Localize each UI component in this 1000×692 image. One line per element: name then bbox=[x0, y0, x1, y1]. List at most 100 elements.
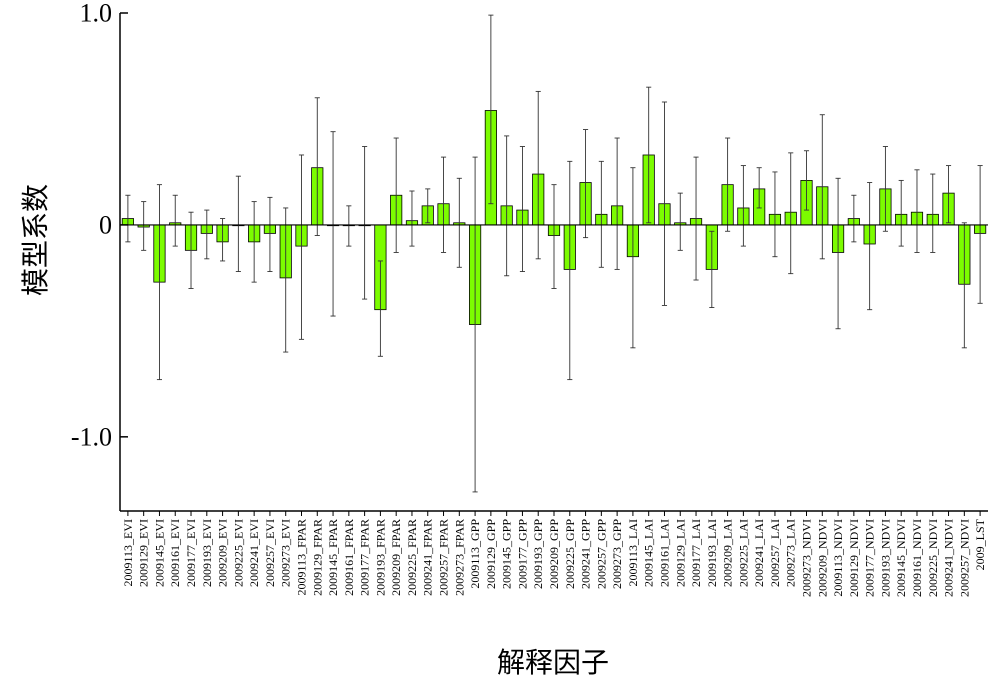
x-tick-label: 2009113_EVI bbox=[121, 519, 135, 587]
error-bar-2009225-fpar bbox=[409, 190, 415, 247]
x-axis-title: 解释因子 bbox=[497, 646, 609, 679]
x-tick-label: 2009161_EVI bbox=[168, 519, 182, 587]
x-tick-label: 2009257_GPP bbox=[594, 519, 608, 589]
error-bar-2009225-gpp bbox=[567, 160, 573, 381]
y-ticks-layer: 1.0 0 -1.0 bbox=[71, 0, 128, 451]
error-bar-2009145-evi bbox=[156, 184, 163, 381]
error-bar-2009193-ndvi bbox=[882, 146, 888, 232]
x-tick-label: 2009241_GPP bbox=[579, 519, 593, 589]
x-tick-label: 2009129_EVI bbox=[137, 519, 151, 587]
x-tick-label: 2009209_EVI bbox=[216, 519, 230, 587]
x-tick-label: 2009241_LAI bbox=[752, 519, 766, 587]
x-tick-label: 2009177_EVI bbox=[184, 519, 198, 587]
x-tick-label: 2009225_FPAR bbox=[405, 519, 419, 596]
x-tick-label: 2009113_NDVI bbox=[831, 519, 845, 597]
x-tick-label: 2009145_EVI bbox=[152, 519, 166, 587]
x-tick-label: 2009113_FPAR bbox=[294, 519, 308, 595]
x-tick-label: 2009129_NDVI bbox=[847, 519, 861, 597]
x-tick-label: 2009273_EVI bbox=[279, 519, 293, 587]
x-tick-label: 2009209_NDVI bbox=[815, 519, 829, 597]
error-bar-2009177-ndvi bbox=[867, 182, 873, 311]
error-bar-2009273-ndvi bbox=[803, 150, 810, 211]
x-tick-label: 2009257_LAI bbox=[768, 519, 782, 587]
error-bar-2009241-gpp bbox=[583, 129, 589, 239]
error-bar-2009241-evi bbox=[251, 201, 257, 283]
x-tick-label: 2009129_GPP bbox=[484, 519, 498, 589]
x-tick-label: 2009273_NDVI bbox=[800, 519, 814, 597]
error-bar-2009129-lai bbox=[677, 192, 683, 251]
error-bar-2009241-fpar bbox=[425, 188, 431, 224]
x-tick-label: 2009225_NDVI bbox=[926, 519, 940, 597]
error-bar-2009177-fpar bbox=[362, 146, 368, 300]
x-tick-label: 2009241_EVI bbox=[247, 519, 261, 587]
error-bar-2009145-fpar bbox=[330, 131, 336, 317]
x-tick-label: 2009161_FPAR bbox=[342, 519, 356, 596]
error-bar-2009241-lai bbox=[756, 167, 762, 209]
error-bar-2009145-gpp bbox=[504, 135, 510, 277]
x-tick-label: 2009209_GPP bbox=[547, 519, 561, 589]
error-bar-2009113-evi bbox=[125, 194, 131, 243]
x-tick-label: 2009177_LAI bbox=[689, 519, 703, 587]
x-tick-label: 2009161_LAI bbox=[657, 519, 671, 587]
x-tick-label: 2009257_EVI bbox=[263, 519, 277, 587]
error-bar-2009193-fpar bbox=[377, 260, 383, 357]
error-bar-2009-lst bbox=[977, 165, 983, 304]
x-tick-label: 2009193_LAI bbox=[705, 519, 719, 587]
x-tick-label: 2009113_LAI bbox=[626, 519, 640, 587]
error-bar-2009225-ndvi bbox=[930, 173, 936, 253]
error-bar-2009161-evi bbox=[172, 194, 178, 247]
error-bar-2009113-fpar bbox=[298, 154, 305, 340]
error-bar-2009113-lai bbox=[630, 167, 636, 349]
x-tick-label: 2009193_GPP bbox=[531, 519, 545, 589]
x-tick-label: 2009113_GPP bbox=[468, 519, 482, 589]
x-tick-label: 2009273_FPAR bbox=[452, 519, 466, 596]
error-bar-2009273-lai bbox=[788, 152, 794, 275]
x-tick-label: 2009145_GPP bbox=[500, 519, 514, 589]
error-bar-2009161-lai bbox=[661, 101, 668, 306]
x-tick-label: 2009225_LAI bbox=[736, 519, 750, 587]
error-bar-2009129-fpar bbox=[314, 97, 320, 236]
error-bar-2009193-lai bbox=[709, 230, 715, 309]
x-tick-label: 2009161_NDVI bbox=[910, 519, 924, 597]
y-tick-label: -1.0 bbox=[71, 422, 112, 451]
x-tick-label: 2009225_EVI bbox=[231, 519, 245, 587]
error-bar-2009241-ndvi bbox=[945, 165, 952, 224]
x-tick-label: 2009257_NDVI bbox=[957, 519, 971, 597]
error-bar-2009145-ndvi bbox=[898, 179, 904, 247]
error-bars-layer bbox=[125, 14, 983, 493]
error-bar-2009145-lai bbox=[646, 86, 652, 224]
error-bar-2009113-ndvi bbox=[835, 177, 841, 330]
error-bar-2009209-evi bbox=[220, 218, 226, 262]
y-tick-label: 1.0 bbox=[80, 0, 113, 28]
error-bar-2009257-ndvi bbox=[961, 222, 967, 349]
x-tick-label: 2009225_GPP bbox=[563, 519, 577, 589]
x-tick-label: 2009273_LAI bbox=[784, 519, 798, 587]
y-axis-title: 模型系数 bbox=[19, 184, 52, 296]
x-tick-label: 2009273_GPP bbox=[610, 519, 624, 589]
y-tick-label: 0 bbox=[99, 210, 112, 239]
error-bar-2009129-evi bbox=[141, 201, 147, 251]
error-bar-2009129-gpp bbox=[488, 14, 494, 205]
x-tick-label: 2009209_LAI bbox=[721, 519, 735, 587]
error-bar-2009209-ndvi bbox=[819, 114, 825, 260]
error-bar-2009209-gpp bbox=[551, 184, 557, 289]
error-bar-2009209-fpar bbox=[393, 137, 399, 253]
error-bar-2009113-gpp bbox=[472, 156, 478, 493]
x-tick-label: 2009241_NDVI bbox=[942, 519, 956, 597]
x-tick-label: 2009193_EVI bbox=[200, 519, 214, 587]
error-bar-2009129-ndvi bbox=[851, 194, 857, 243]
x-tick-label: 2009257_FPAR bbox=[437, 519, 451, 596]
x-tick-label: 2009241_FPAR bbox=[421, 519, 435, 596]
x-ticks-layer: 2009113_EVI 2009129_EVI 2009145_EVI 2009161… bbox=[121, 511, 987, 597]
error-bar-2009257-fpar bbox=[440, 156, 447, 253]
x-tick-label: 2009193_FPAR bbox=[373, 519, 387, 596]
error-bar-2009177-gpp bbox=[519, 146, 525, 272]
x-tick-label: 2009177_GPP bbox=[515, 519, 529, 589]
error-bar-2009193-gpp bbox=[535, 90, 541, 260]
x-tick-label: 2009_LST bbox=[973, 518, 987, 570]
x-tick-label: 2009145_NDVI bbox=[894, 519, 908, 597]
error-bar-2009225-evi bbox=[235, 175, 241, 272]
error-bar-2009161-ndvi bbox=[914, 169, 920, 253]
x-tick-label: 2009129_LAI bbox=[673, 519, 687, 587]
x-tick-label: 2009193_NDVI bbox=[878, 519, 892, 597]
